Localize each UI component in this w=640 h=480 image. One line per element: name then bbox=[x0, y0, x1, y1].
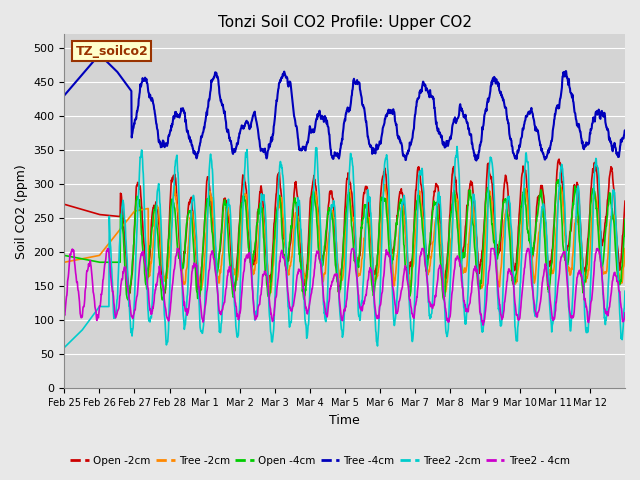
Tree -4cm bbox=[314, 112, 322, 118]
Open -2cm bbox=[161, 290, 169, 296]
Open -4cm bbox=[554, 177, 562, 182]
Tree2 -2cm bbox=[314, 169, 322, 175]
Line: Tree2 -2cm: Tree2 -2cm bbox=[65, 146, 625, 348]
Line: Open -2cm: Open -2cm bbox=[65, 159, 625, 293]
Tree -2cm bbox=[381, 181, 388, 187]
Open -4cm bbox=[124, 297, 132, 302]
Tree -4cm bbox=[71, 80, 79, 86]
Tree -4cm bbox=[472, 157, 480, 163]
Open -2cm bbox=[126, 290, 134, 296]
Tree -4cm bbox=[348, 93, 355, 99]
Tree2 - 4cm bbox=[479, 322, 487, 328]
Tree2 - 4cm bbox=[314, 248, 322, 254]
Open -2cm bbox=[447, 190, 455, 196]
Tree2 - 4cm bbox=[71, 263, 79, 268]
Tree2 -2cm bbox=[348, 156, 355, 162]
Tree -2cm bbox=[61, 259, 68, 265]
Tree2 -2cm bbox=[621, 288, 629, 294]
Open -4cm bbox=[348, 223, 355, 228]
Line: Open -4cm: Open -4cm bbox=[65, 180, 625, 300]
Tree -4cm bbox=[586, 134, 593, 140]
Tree -4cm bbox=[161, 142, 169, 147]
Tree2 -2cm bbox=[61, 345, 68, 350]
Line: Tree -2cm: Tree -2cm bbox=[65, 184, 625, 293]
Open -2cm bbox=[621, 198, 629, 204]
Tree -4cm bbox=[95, 51, 103, 57]
Y-axis label: Soil CO2 (ppm): Soil CO2 (ppm) bbox=[15, 164, 28, 259]
Tree -4cm bbox=[61, 92, 68, 98]
Tree -4cm bbox=[621, 128, 629, 133]
Open -4cm bbox=[71, 254, 79, 260]
Open -4cm bbox=[161, 288, 169, 293]
X-axis label: Time: Time bbox=[330, 414, 360, 427]
Line: Tree2 - 4cm: Tree2 - 4cm bbox=[65, 249, 625, 325]
Open -2cm bbox=[61, 202, 68, 207]
Tree -2cm bbox=[71, 257, 79, 263]
Tree2 - 4cm bbox=[61, 312, 68, 318]
Line: Tree -4cm: Tree -4cm bbox=[65, 54, 625, 160]
Open -4cm bbox=[61, 252, 68, 258]
Tree -2cm bbox=[161, 274, 168, 279]
Legend: Open -2cm, Tree -2cm, Open -4cm, Tree -4cm, Tree2 -2cm, Tree2 - 4cm: Open -2cm, Tree -2cm, Open -4cm, Tree -4… bbox=[66, 452, 574, 470]
Tree2 - 4cm bbox=[104, 246, 111, 252]
Title: Tonzi Soil CO2 Profile: Upper CO2: Tonzi Soil CO2 Profile: Upper CO2 bbox=[218, 15, 472, 30]
Tree2 -2cm bbox=[161, 315, 168, 321]
Tree2 -2cm bbox=[586, 309, 593, 315]
Tree2 -2cm bbox=[453, 144, 461, 149]
Tree -2cm bbox=[447, 235, 455, 241]
Open -2cm bbox=[314, 210, 322, 216]
Open -2cm bbox=[586, 213, 593, 219]
Tree2 -2cm bbox=[447, 268, 454, 274]
Tree -2cm bbox=[586, 254, 593, 260]
Open -2cm bbox=[71, 204, 79, 210]
Tree2 -2cm bbox=[71, 335, 79, 340]
Open -4cm bbox=[586, 220, 593, 226]
Text: TZ_soilco2: TZ_soilco2 bbox=[76, 45, 148, 58]
Tree2 - 4cm bbox=[621, 310, 629, 316]
Tree2 - 4cm bbox=[447, 300, 455, 305]
Tree -2cm bbox=[314, 216, 322, 221]
Tree -2cm bbox=[621, 246, 629, 252]
Tree2 - 4cm bbox=[161, 303, 169, 309]
Tree2 - 4cm bbox=[586, 312, 593, 318]
Tree2 - 4cm bbox=[348, 247, 355, 253]
Open -4cm bbox=[314, 244, 322, 250]
Open -4cm bbox=[621, 216, 629, 222]
Open -2cm bbox=[348, 189, 355, 195]
Tree -2cm bbox=[267, 290, 275, 296]
Open -4cm bbox=[447, 209, 455, 215]
Tree -4cm bbox=[447, 133, 455, 139]
Open -2cm bbox=[556, 156, 563, 162]
Tree -2cm bbox=[348, 207, 355, 213]
